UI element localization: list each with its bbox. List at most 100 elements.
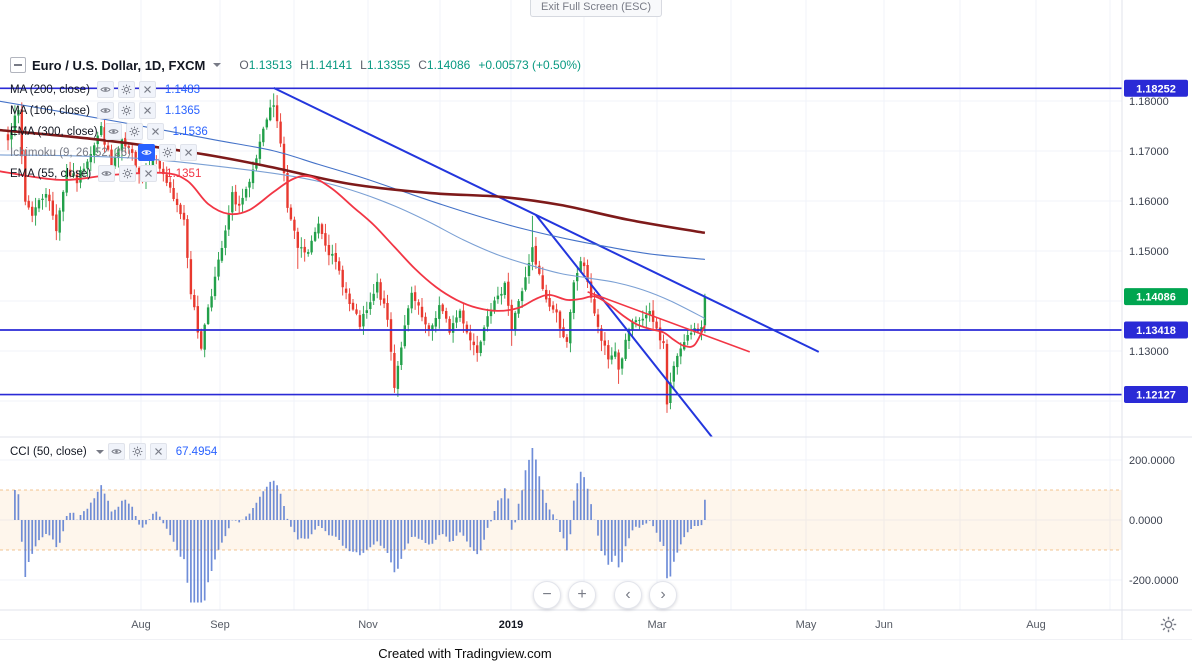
x-axis-label: 2019 xyxy=(499,619,523,631)
ma-line[interactable] xyxy=(0,154,706,319)
trend-line[interactable] xyxy=(587,291,751,353)
y-axis-label: 1.13000 xyxy=(1129,346,1169,358)
indicator-name: EMA (300, close) xyxy=(10,125,98,138)
change-value: +0.00573 (+0.50%) xyxy=(478,58,582,72)
y-axis-label: 1.15000 xyxy=(1129,246,1169,258)
close-icon[interactable] xyxy=(138,81,156,98)
cci-legend-row[interactable]: CCI (50, close) 67.4954 xyxy=(10,443,217,460)
chevron-down-icon[interactable] xyxy=(213,63,222,67)
chart-nav-controls: − + ‹ › xyxy=(533,581,677,609)
eye-icon[interactable] xyxy=(104,123,122,140)
ma-line[interactable] xyxy=(0,128,706,235)
close-icon[interactable] xyxy=(140,165,158,182)
settings-icon[interactable] xyxy=(128,443,146,460)
price-badge: 1.14086 xyxy=(1124,288,1188,306)
price-badges: 1.18252 1.14086 1.13418 1.12127 xyxy=(1124,79,1188,403)
indicator-legend-row[interactable]: MA (200, close) 1.1483 xyxy=(10,79,208,100)
close-icon[interactable] xyxy=(149,443,167,460)
ohlc-readout: O1.13513 H1.14141 L1.13355 C1.14086 +0.0… xyxy=(239,58,581,72)
trend-line[interactable] xyxy=(273,86,820,353)
indicator-legend-row[interactable]: EMA (300, close) 1.1536 xyxy=(10,121,208,142)
y-axis-label: 1.18000 xyxy=(1129,96,1169,108)
close-value: 1.14086 xyxy=(426,58,471,72)
symbol-title[interactable]: Euro / U.S. Dollar, 1D, FXCM xyxy=(32,57,206,73)
cci-axis-label: 0.0000 xyxy=(1129,515,1163,527)
low-value: 1.13355 xyxy=(366,58,411,72)
scroll-left-button[interactable]: ‹ xyxy=(614,581,642,609)
low-label: L xyxy=(360,58,367,72)
indicator-value: 1.1365 xyxy=(164,104,201,117)
svg-text:1.14086: 1.14086 xyxy=(1136,292,1176,304)
indicator-value: 1.1536 xyxy=(172,125,208,138)
cci-histogram xyxy=(14,448,706,603)
y-axis-label: 1.17000 xyxy=(1129,146,1169,158)
x-axis-label: Nov xyxy=(358,619,378,631)
cci-legend-value: 67.4954 xyxy=(175,445,218,458)
zoom-in-button[interactable]: + xyxy=(568,581,596,609)
x-axis-label: Sep xyxy=(210,619,230,631)
axis-labels: 1.18000 1.17000 1.16000 1.15000 1.13000 200.0… xyxy=(131,96,1178,631)
eye-icon[interactable] xyxy=(96,81,114,98)
close-icon[interactable] xyxy=(146,123,164,140)
price-badge: 1.12127 xyxy=(1124,386,1188,403)
indicator-value: 1.1483 xyxy=(164,83,201,96)
trend-lines xyxy=(273,86,820,438)
indicator-legend-row[interactable]: Ichimoku (9, 26, 52, 26) xyxy=(10,142,208,163)
open-value: 1.13513 xyxy=(248,58,293,72)
eye-icon[interactable] xyxy=(96,102,114,119)
chevron-down-icon[interactable] xyxy=(95,449,104,454)
trend-line[interactable] xyxy=(535,214,713,438)
eye-icon[interactable] xyxy=(98,165,116,182)
indicator-name: MA (200, close) xyxy=(10,83,90,96)
settings-icon[interactable] xyxy=(117,102,135,119)
indicator-name: Ichimoku (9, 26, 52, 26) xyxy=(10,146,131,159)
close-label: C xyxy=(418,58,427,72)
gear-icon[interactable] xyxy=(1157,613,1179,635)
cci-axis-label: 200.0000 xyxy=(1129,455,1175,467)
eye-icon[interactable] xyxy=(137,144,155,161)
indicator-name: MA (100, close) xyxy=(10,104,90,117)
scroll-right-button[interactable]: › xyxy=(649,581,677,609)
settings-icon[interactable] xyxy=(119,165,137,182)
cci-axis-label: -200.0000 xyxy=(1129,575,1179,587)
indicator-legend-row[interactable]: MA (100, close) 1.1365 xyxy=(10,100,208,121)
svg-text:1.18252: 1.18252 xyxy=(1136,83,1176,95)
cci-band xyxy=(0,489,1122,551)
footer-credit: Created with Tradingview.com xyxy=(378,645,552,661)
settings-icon[interactable] xyxy=(117,81,135,98)
zoom-out-button[interactable]: − xyxy=(533,581,561,609)
cci-legend-title: CCI (50, close) xyxy=(10,445,87,458)
x-axis-label: Aug xyxy=(131,619,151,631)
high-value: 1.14141 xyxy=(308,58,353,72)
eye-icon[interactable] xyxy=(107,443,125,460)
ma-line[interactable] xyxy=(0,170,706,348)
pane-separators xyxy=(0,0,1192,641)
ma-lines xyxy=(0,100,706,348)
settings-icon[interactable] xyxy=(125,123,143,140)
y-axis-label: 1.16000 xyxy=(1129,196,1169,208)
price-level-lines xyxy=(0,87,1122,396)
settings-icon[interactable] xyxy=(158,144,176,161)
chart-header: Euro / U.S. Dollar, 1D, FXCM O1.13513 H1… xyxy=(10,57,581,73)
close-icon[interactable] xyxy=(138,102,156,119)
x-axis-label: Jun xyxy=(875,619,893,631)
svg-text:1.12127: 1.12127 xyxy=(1136,390,1176,402)
chart-canvas[interactable]: 1.18000 1.17000 1.16000 1.15000 1.13000 200.0… xyxy=(0,0,1192,641)
x-axis-label: Aug xyxy=(1026,619,1046,631)
indicator-legend: MA (200, close) 1.1483 MA (100, close) 1.13… xyxy=(10,79,208,184)
svg-text:1.13418: 1.13418 xyxy=(1136,325,1176,337)
close-icon[interactable] xyxy=(179,144,197,161)
open-label: O xyxy=(239,58,249,72)
indicator-value: 1.1351 xyxy=(166,167,202,180)
indicator-name: EMA (55, close) xyxy=(10,167,92,180)
chart-menu-icon[interactable] xyxy=(10,57,26,73)
price-badge: 1.18252 xyxy=(1124,79,1188,97)
high-label: H xyxy=(300,58,309,72)
x-axis-label: May xyxy=(796,619,817,631)
cci-legend-icons xyxy=(107,443,167,460)
indicator-legend-row[interactable]: EMA (55, close) 1.1351 xyxy=(10,163,208,184)
exit-fullscreen-button[interactable]: Exit Full Screen (ESC) xyxy=(529,0,663,17)
price-badge: 1.13418 xyxy=(1124,321,1188,339)
x-axis-label: Mar xyxy=(648,619,667,631)
